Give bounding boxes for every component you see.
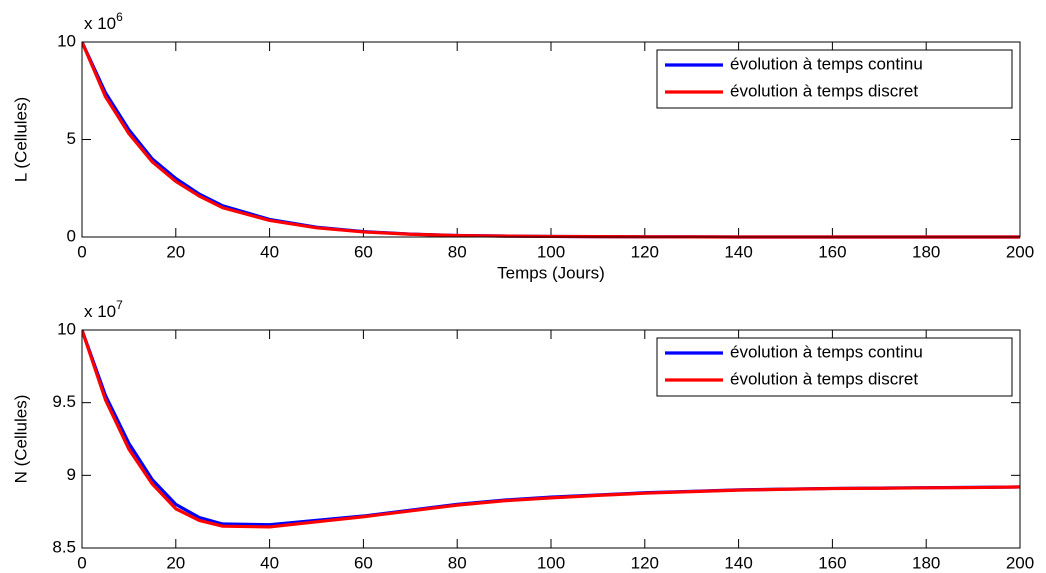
x-tick-label: 180	[912, 553, 940, 572]
x-axis-label: Temps (Jours)	[497, 263, 605, 282]
legend-box	[656, 49, 1013, 109]
y-scale-exponent: 7	[116, 298, 123, 312]
y-tick-label: 0	[67, 226, 76, 245]
axes-frame	[81, 41, 1021, 238]
x-tick-label: 40	[260, 242, 279, 261]
series-group	[82, 329, 1020, 529]
x-tick-label: 120	[631, 553, 659, 572]
x-tick-label: 100	[537, 553, 565, 572]
y-tick-label: 9.5	[52, 392, 76, 411]
y-axis-label: L (Cellules)	[11, 97, 30, 182]
x-tick-label: 20	[166, 242, 185, 261]
y-tick-label: 10	[57, 31, 76, 50]
x-tick-label: 80	[448, 242, 467, 261]
y-scale-base: x 10	[84, 302, 116, 321]
legend: évolution à temps continu évolution à tem…	[656, 337, 1013, 397]
axes-frame	[81, 329, 1021, 549]
legend-label: évolution à temps continu	[730, 54, 923, 73]
legend-label: évolution à temps continu	[730, 342, 923, 361]
y-scale-base: x 10	[84, 14, 116, 33]
subplot: 0 20 40 60 80 100 120 140 160 180 200 0 5 10 Temps (Jo…	[11, 10, 1034, 282]
y-axis-label: N (Cellules)	[11, 395, 30, 484]
y-scale-label: x 107	[84, 298, 123, 321]
y-tick-label: 5	[67, 129, 76, 148]
x-tick-label: 100	[537, 242, 565, 261]
legend-label: évolution à temps discret	[730, 369, 918, 388]
x-tick-label: 200	[1006, 242, 1034, 261]
x-tick-label: 120	[631, 242, 659, 261]
x-tick-label: 140	[724, 242, 752, 261]
legend-label: évolution à temps discret	[730, 81, 918, 100]
x-tick-label: 160	[818, 242, 846, 261]
legend-box	[656, 337, 1013, 397]
x-tick-label: 80	[448, 553, 467, 572]
x-tick-label: 200	[1006, 553, 1034, 572]
y-scale-label: x 106	[84, 10, 123, 33]
x-tick-label: 140	[724, 553, 752, 572]
y-scale-exponent: 6	[116, 10, 123, 24]
series-line	[82, 329, 1020, 529]
x-tick-label: 40	[260, 553, 279, 572]
subplot: 0204060801001201401601802008.599.510Temp…	[11, 298, 1034, 572]
x-tick-label: 60	[354, 553, 373, 572]
x-tick-label: 160	[818, 553, 846, 572]
x-tick-label: 180	[912, 242, 940, 261]
x-tick-label: 60	[354, 242, 373, 261]
legend: évolution à temps continu évolution à tem…	[656, 49, 1013, 109]
x-tick-label: 0	[77, 242, 86, 261]
x-tick-label: 20	[166, 553, 185, 572]
x-tick-label: 0	[77, 553, 86, 572]
y-tick-label: 9	[67, 465, 76, 484]
y-tick-label: 8.5	[52, 537, 76, 556]
y-tick-label: 10	[57, 319, 76, 338]
